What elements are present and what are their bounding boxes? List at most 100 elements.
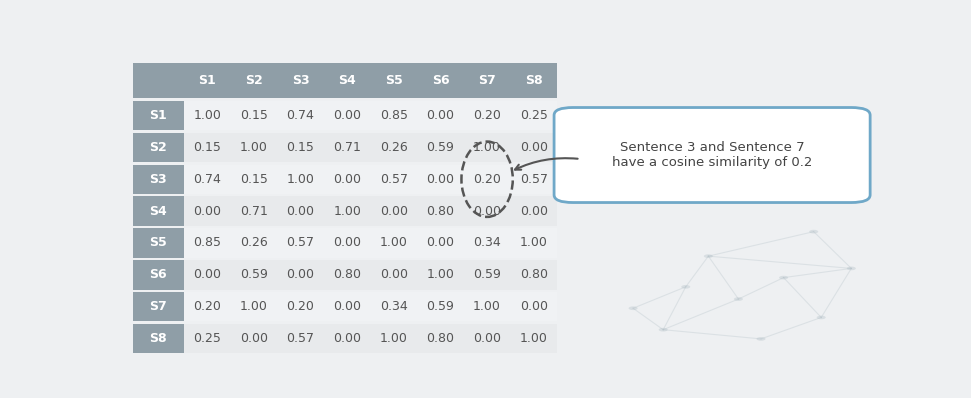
Text: S3: S3	[291, 74, 310, 87]
Text: 1.00: 1.00	[380, 332, 408, 345]
FancyBboxPatch shape	[464, 133, 511, 162]
FancyBboxPatch shape	[418, 63, 464, 98]
FancyBboxPatch shape	[184, 196, 230, 226]
Circle shape	[809, 230, 819, 234]
Text: 0.00: 0.00	[519, 300, 548, 313]
FancyBboxPatch shape	[184, 101, 230, 130]
FancyBboxPatch shape	[277, 63, 323, 98]
FancyBboxPatch shape	[418, 292, 464, 322]
FancyBboxPatch shape	[371, 324, 418, 353]
FancyBboxPatch shape	[418, 133, 464, 162]
Text: 0.00: 0.00	[333, 300, 361, 313]
Text: 0.00: 0.00	[240, 332, 268, 345]
FancyBboxPatch shape	[371, 260, 418, 290]
FancyBboxPatch shape	[133, 324, 184, 353]
FancyBboxPatch shape	[371, 228, 418, 258]
FancyBboxPatch shape	[418, 228, 464, 258]
Text: 0.25: 0.25	[519, 109, 548, 122]
Text: 1.00: 1.00	[426, 268, 454, 281]
FancyBboxPatch shape	[277, 101, 323, 130]
Text: 1.00: 1.00	[240, 300, 268, 313]
FancyBboxPatch shape	[511, 196, 557, 226]
FancyBboxPatch shape	[511, 228, 557, 258]
FancyBboxPatch shape	[371, 196, 418, 226]
Text: 0.00: 0.00	[519, 141, 548, 154]
FancyBboxPatch shape	[133, 164, 184, 194]
Text: 0.34: 0.34	[473, 236, 501, 250]
FancyBboxPatch shape	[230, 228, 277, 258]
FancyBboxPatch shape	[230, 324, 277, 353]
Text: 0.80: 0.80	[519, 268, 548, 281]
FancyBboxPatch shape	[133, 63, 184, 98]
Text: 0.15: 0.15	[193, 141, 221, 154]
Text: 0.59: 0.59	[426, 141, 454, 154]
Text: 0.00: 0.00	[426, 236, 454, 250]
Text: 1.00: 1.00	[193, 109, 221, 122]
FancyBboxPatch shape	[230, 164, 277, 194]
Text: S5: S5	[385, 74, 403, 87]
Text: S7: S7	[479, 74, 496, 87]
Text: 1.00: 1.00	[240, 141, 268, 154]
Text: 0.80: 0.80	[333, 268, 361, 281]
FancyBboxPatch shape	[323, 196, 371, 226]
FancyBboxPatch shape	[184, 260, 230, 290]
FancyBboxPatch shape	[418, 196, 464, 226]
Text: 0.00: 0.00	[193, 205, 221, 218]
FancyBboxPatch shape	[184, 133, 230, 162]
Text: S6: S6	[150, 268, 167, 281]
Text: 0.15: 0.15	[286, 141, 315, 154]
FancyBboxPatch shape	[133, 133, 184, 162]
FancyBboxPatch shape	[277, 164, 323, 194]
Text: 0.00: 0.00	[193, 268, 221, 281]
FancyBboxPatch shape	[184, 292, 230, 322]
FancyBboxPatch shape	[323, 101, 371, 130]
Text: S7: S7	[150, 300, 167, 313]
Text: 0.34: 0.34	[380, 300, 408, 313]
FancyBboxPatch shape	[230, 292, 277, 322]
FancyBboxPatch shape	[230, 63, 277, 98]
Text: 0.00: 0.00	[333, 236, 361, 250]
Text: 0.59: 0.59	[473, 268, 501, 281]
FancyBboxPatch shape	[277, 133, 323, 162]
FancyBboxPatch shape	[133, 196, 184, 226]
Text: 0.74: 0.74	[286, 109, 315, 122]
FancyBboxPatch shape	[371, 133, 418, 162]
Text: 0.00: 0.00	[519, 205, 548, 218]
FancyBboxPatch shape	[511, 260, 557, 290]
Text: S1: S1	[198, 74, 216, 87]
FancyBboxPatch shape	[230, 133, 277, 162]
FancyBboxPatch shape	[184, 164, 230, 194]
Text: 0.59: 0.59	[240, 268, 268, 281]
Text: S4: S4	[338, 74, 356, 87]
Text: 0.15: 0.15	[240, 173, 268, 186]
Text: 1.00: 1.00	[286, 173, 315, 186]
Text: 1.00: 1.00	[380, 236, 408, 250]
Text: 1.00: 1.00	[473, 300, 501, 313]
FancyBboxPatch shape	[371, 164, 418, 194]
Text: 0.20: 0.20	[286, 300, 315, 313]
Text: 0.57: 0.57	[380, 173, 408, 186]
Text: 1.00: 1.00	[333, 205, 361, 218]
FancyBboxPatch shape	[184, 228, 230, 258]
Text: 0.00: 0.00	[286, 205, 315, 218]
Text: S3: S3	[150, 173, 167, 186]
Text: 0.00: 0.00	[473, 332, 501, 345]
FancyBboxPatch shape	[277, 228, 323, 258]
FancyBboxPatch shape	[418, 260, 464, 290]
FancyBboxPatch shape	[277, 196, 323, 226]
FancyBboxPatch shape	[133, 260, 184, 290]
FancyBboxPatch shape	[511, 164, 557, 194]
FancyBboxPatch shape	[511, 101, 557, 130]
Circle shape	[682, 285, 690, 289]
Text: 0.00: 0.00	[286, 268, 315, 281]
FancyBboxPatch shape	[133, 292, 184, 322]
Text: 0.20: 0.20	[473, 109, 501, 122]
FancyBboxPatch shape	[464, 101, 511, 130]
FancyBboxPatch shape	[230, 260, 277, 290]
FancyBboxPatch shape	[323, 164, 371, 194]
FancyBboxPatch shape	[371, 63, 418, 98]
Circle shape	[817, 316, 825, 319]
Text: 0.15: 0.15	[240, 109, 268, 122]
Circle shape	[658, 328, 668, 332]
Text: 0.00: 0.00	[380, 268, 408, 281]
